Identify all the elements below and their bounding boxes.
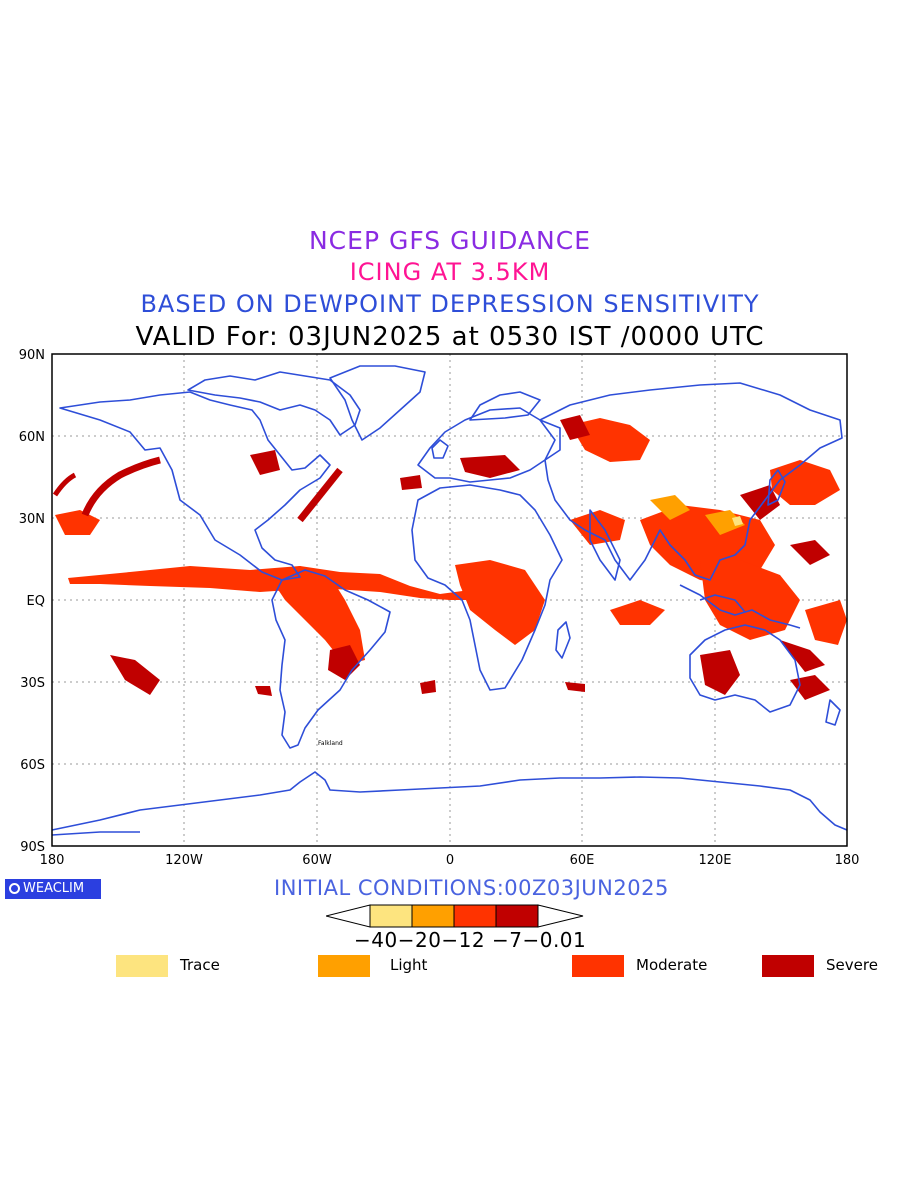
icing-area xyxy=(255,686,272,696)
weaclim-logo: WEACLIM xyxy=(5,879,101,899)
legend-label-moderate: Moderate xyxy=(636,956,708,974)
colorbar-trace xyxy=(369,904,413,928)
icing-area xyxy=(52,472,77,497)
world-map: Falkland 90N 60N 30N EQ 30S 60S 90S 180 … xyxy=(19,348,860,868)
legend-swatch-severe xyxy=(762,955,814,977)
icing-area xyxy=(570,510,625,545)
icing-area xyxy=(732,516,743,526)
icing-area xyxy=(565,682,585,692)
icing-area xyxy=(460,455,520,478)
lon-tick-60e: 60E xyxy=(570,853,595,868)
legend-label-severe: Severe xyxy=(826,956,878,974)
map-frame xyxy=(51,353,848,847)
lon-tick-120w: 120W xyxy=(165,853,203,868)
lat-tick-30s: 30S xyxy=(20,676,45,691)
chart-subtitle-method: BASED ON DEWPOINT DEPRESSION SENSITIVITY xyxy=(140,290,760,318)
colorbar-labels: −40−20−12 −7−0.01 xyxy=(354,928,587,952)
colorbar-severe xyxy=(495,904,539,928)
lat-tick-labels: 90N 60N 30N EQ 30S 60S 90S xyxy=(19,348,45,855)
icing-area xyxy=(455,560,545,645)
icing-area xyxy=(780,640,825,672)
chart-subtitle-variable: ICING AT 3.5KM xyxy=(349,258,551,286)
icing-area xyxy=(805,600,847,645)
legend-label-trace: Trace xyxy=(180,956,220,974)
colorbar-light xyxy=(411,904,455,928)
colorbar xyxy=(326,904,584,928)
icing-area xyxy=(700,650,740,695)
legend-swatch-moderate xyxy=(572,955,624,977)
lat-tick-eq: EQ xyxy=(27,594,45,609)
icing-area xyxy=(420,680,436,694)
icing-area xyxy=(790,540,830,565)
graticule xyxy=(52,354,847,846)
icing-area xyxy=(55,510,100,535)
icing-area xyxy=(270,566,365,665)
lon-tick-labels: 180 120W 60W 0 60E 120E 180 xyxy=(40,853,860,868)
lon-tick-0: 0 xyxy=(446,853,454,868)
colorbar-left-arrow xyxy=(326,904,371,928)
logo-ring-icon xyxy=(9,883,20,894)
icing-area xyxy=(400,475,422,490)
icing-area xyxy=(110,655,160,695)
icing-area xyxy=(68,566,480,600)
icing-area xyxy=(570,418,650,462)
legend-swatch-trace xyxy=(116,955,168,977)
initial-conditions: INITIAL CONDITIONS:00Z03JUN2025 xyxy=(274,876,669,900)
chart-title: NCEP GFS GUIDANCE xyxy=(308,226,591,255)
icing-area xyxy=(705,510,745,535)
lat-tick-90n: 90N xyxy=(19,348,45,363)
brand-label: WEACLIM xyxy=(23,881,85,896)
station-label-falkland: Falkland xyxy=(318,740,343,747)
icing-area xyxy=(790,675,830,700)
lon-tick-180e: 180 xyxy=(835,853,860,868)
legend-swatch-light xyxy=(318,955,370,977)
lon-tick-60w: 60W xyxy=(302,853,332,868)
icing-area xyxy=(250,450,280,475)
icing-area xyxy=(770,460,840,505)
colorbar-moderate xyxy=(453,904,497,928)
legend-label-light: Light xyxy=(390,956,428,974)
colorbar-right-arrow xyxy=(537,904,584,928)
icing-area xyxy=(700,560,800,640)
lon-tick-180w: 180 xyxy=(40,853,65,868)
icing-area xyxy=(81,456,161,517)
lat-tick-90s: 90S xyxy=(20,840,45,855)
lat-tick-60s: 60S xyxy=(20,758,45,773)
valid-time: VALID For: 03JUN2025 at 0530 IST /0000 U… xyxy=(135,322,765,352)
icing-area xyxy=(560,415,590,440)
icing-area xyxy=(650,495,690,520)
lat-tick-60n: 60N xyxy=(19,430,45,445)
icing-area xyxy=(610,600,665,625)
lat-tick-30n: 30N xyxy=(19,512,45,527)
lon-tick-120e: 120E xyxy=(698,853,731,868)
coastlines xyxy=(51,365,848,836)
icing-area xyxy=(297,467,343,523)
